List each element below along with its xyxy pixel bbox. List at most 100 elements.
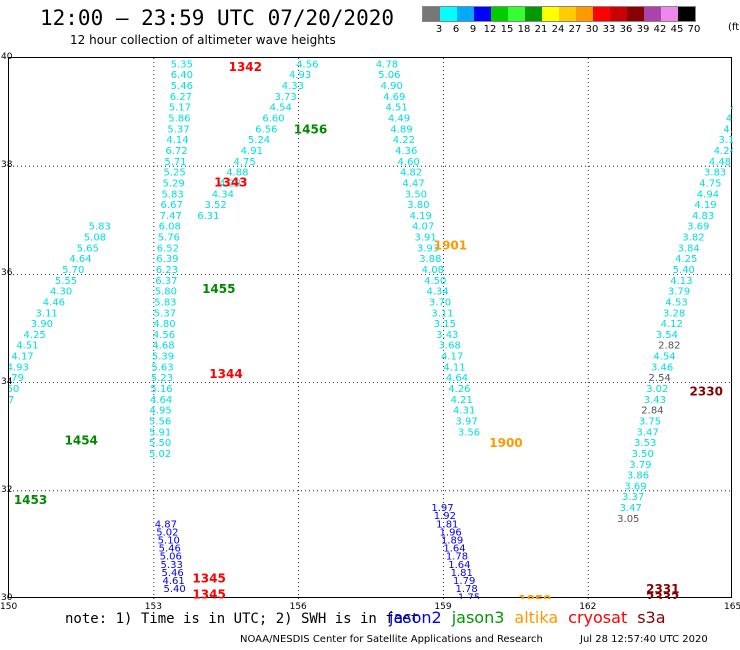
wave-height-value-jason2: 1.81	[451, 568, 473, 579]
wave-height-value: 3.86	[627, 471, 649, 482]
wave-height-value-jason2: 1.92	[434, 511, 456, 522]
color-scale-swatches	[422, 6, 696, 22]
wave-height-value: 3.90	[31, 319, 53, 330]
wave-height-value: 3.46	[651, 362, 673, 373]
wave-height-value: 4.21	[723, 124, 733, 135]
wave-height-value: 3.79	[629, 460, 651, 471]
wave-height-value: 4.67	[9, 395, 14, 406]
wave-height-value: 3.11	[431, 308, 453, 319]
wave-height-value: 5.55	[55, 276, 77, 287]
lat-tick-label: 36	[1, 268, 13, 279]
color-scale-label: 12	[483, 24, 497, 35]
wave-height-value-jason2: 1.97	[431, 503, 453, 514]
wave-height-value: 4.50	[9, 384, 19, 395]
color-scale-label: 45	[670, 24, 684, 35]
wave-height-value-jason2: 4.87	[155, 519, 177, 530]
wave-height-value: 4.12	[661, 319, 683, 330]
wave-height-value: 4.24	[714, 146, 733, 157]
pass-time-label: 2331	[646, 582, 679, 596]
wave-height-value: 2.54	[649, 373, 671, 384]
wave-height-value-jason2: 1.64	[443, 544, 465, 555]
color-scale-label: 30	[585, 24, 599, 35]
wave-height-value: 3.88	[419, 254, 441, 265]
lon-tick-label: 156	[289, 602, 307, 612]
wave-height-value-jason2: 1.75	[458, 592, 480, 599]
color-scale-label: 15	[500, 24, 514, 35]
color-scale-label: 36	[619, 24, 633, 35]
wave-height-value: 4.75	[233, 157, 255, 168]
color-scale-label: 18	[517, 24, 531, 35]
wave-height-value: 3.84	[677, 243, 699, 254]
wave-height-value: 4.60	[398, 157, 420, 168]
wave-height-value: 6.27	[170, 92, 192, 103]
wave-height-value: 3.47	[620, 503, 642, 514]
color-scale-label: 21	[534, 24, 548, 35]
wave-height-value: 4.34	[427, 287, 449, 298]
color-swatch	[644, 7, 661, 21]
color-scale-label: 24	[551, 24, 565, 35]
wave-height-value: 5.71	[164, 157, 186, 168]
wave-height-value: 4.95	[149, 406, 171, 417]
wave-height-value: 5.39	[152, 352, 174, 363]
wave-height-value: 4.30	[50, 287, 72, 298]
wave-height-value-jason2: 5.06	[160, 552, 182, 563]
wave-height-value: 6.23	[156, 265, 178, 276]
wave-height-value: 3.47	[636, 427, 658, 438]
wave-height-value: 2.84	[641, 406, 663, 417]
wave-height-value: 4.26	[448, 384, 470, 395]
wave-height-value: 4.50	[424, 276, 446, 287]
wave-height-value: 4.54	[270, 103, 292, 114]
wave-height-value: 3.69	[687, 222, 709, 233]
wave-height-value: 7.47	[160, 211, 182, 222]
wave-height-value-jason2: 1.89	[441, 535, 463, 546]
lon-tick-label: 159	[434, 602, 452, 612]
wave-height-value: 3.15	[434, 319, 456, 330]
wave-height-value: 5.24	[248, 135, 270, 146]
wave-height-value: 4.07	[412, 222, 434, 233]
wave-height-value: 5.37	[167, 124, 189, 135]
satellite-legend-altika: altika	[514, 608, 559, 627]
pass-time-label: 1455	[202, 282, 235, 296]
color-swatch	[457, 7, 474, 21]
wave-height-value: 3.83	[704, 168, 726, 179]
wave-height-value: 3.56	[458, 427, 480, 438]
wave-height-value: 5.29	[162, 178, 184, 189]
wave-height-value: 5.08	[84, 233, 106, 244]
wave-height-value: 3.05	[617, 514, 639, 525]
wave-height-value: 4.2	[731, 103, 733, 114]
wave-height-value: 4.34	[212, 189, 234, 200]
wave-height-value: 6.40	[171, 70, 193, 81]
wave-height-value: 6.39	[156, 254, 178, 265]
wave-height-value: 3.43	[644, 395, 666, 406]
wave-height-value: 5.17	[169, 103, 191, 114]
wave-height-value: 6.60	[262, 114, 284, 125]
page-title: 12:00 – 23:59 UTC 07/20/2020	[40, 6, 395, 30]
wave-height-value: 6.37	[155, 276, 177, 287]
wave-height-value: 6.67	[161, 200, 183, 211]
wave-height-value: 4.49	[388, 114, 410, 125]
color-swatch	[576, 7, 593, 21]
wave-height-value: 5.83	[89, 222, 111, 233]
wave-height-value-jason2: 5.46	[159, 544, 181, 555]
lat-tick-label: 34	[1, 376, 13, 387]
pass-time-label: 1456	[294, 122, 327, 136]
lat-tick-label: 32	[1, 484, 13, 495]
wave-height-value: 5.86	[168, 114, 190, 125]
wave-height-value-jason2: 1.81	[436, 519, 458, 530]
wave-height-value: 4.80	[153, 319, 175, 330]
wave-height-value: 5.83	[154, 297, 176, 308]
lat-tick-label: 40	[1, 52, 13, 62]
wave-height-value: 4.54	[653, 352, 675, 363]
color-scale-unit: (ft)	[728, 22, 740, 33]
wave-height-value: 4.13	[670, 276, 692, 287]
pass-time-label: 1454	[65, 433, 98, 447]
wave-height-value: 5.70	[62, 265, 84, 276]
wave-height-value: 4.51	[385, 103, 407, 114]
pass-time-label: 1343	[214, 175, 247, 189]
footer-note: note: 1) Time is in UTC; 2) SWH is in fe…	[65, 611, 420, 627]
wave-height-value: 4.19	[726, 114, 733, 125]
wave-height-value: 3.73	[274, 92, 296, 103]
color-swatch	[542, 7, 559, 21]
color-scale-label: 6	[452, 24, 460, 35]
map-plot-area: 5.35 6.40 5.46 6.27 5.17 5.86 5.37 4.14 6.72 5.71…	[8, 57, 733, 599]
